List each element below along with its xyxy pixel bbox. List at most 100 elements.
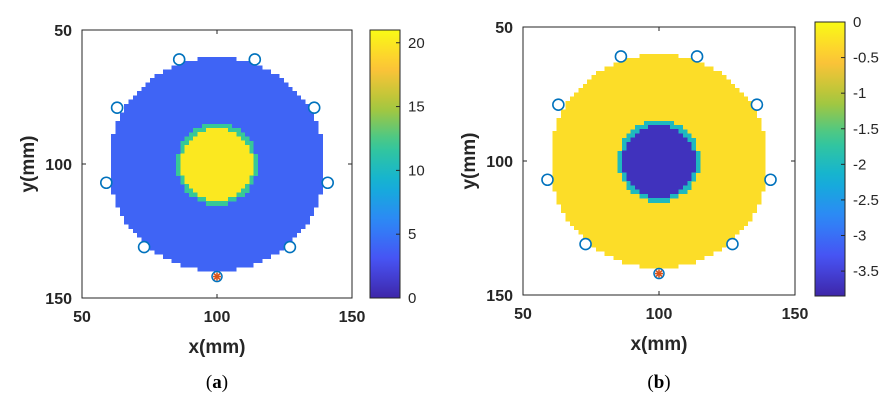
heatmap-row (556, 118, 762, 123)
heatmap-row (197, 132, 237, 137)
panel-label: b (654, 372, 665, 393)
colorbar-gradient (370, 30, 400, 298)
heatmap-row (643, 120, 675, 126)
heatmap-row (197, 266, 237, 272)
source-star (655, 269, 663, 278)
heatmap-row (635, 133, 683, 139)
sensor-marker (579, 237, 592, 251)
heatmap-row (184, 174, 250, 180)
panel-caption: (a) (206, 372, 228, 393)
heatmap-row (180, 262, 254, 268)
heatmap-row (626, 171, 692, 177)
sensor-marker (137, 240, 151, 254)
heatmap-row (180, 153, 254, 159)
colorbar-tick-label: -3 (853, 228, 866, 245)
heatmap-row (124, 219, 310, 225)
heatmap-row (128, 224, 306, 229)
heatmap-row (565, 216, 753, 222)
heatmap-row (119, 116, 315, 122)
sensor-marker (614, 50, 628, 63)
colorbar-tick-label: 15 (408, 99, 425, 116)
heatmap-row (630, 180, 688, 186)
heatmap-row (171, 258, 263, 264)
colorbar-tick-label: -1 (853, 85, 866, 102)
colorbar-tick-label: 0 (408, 290, 416, 307)
heatmap-row (115, 121, 319, 126)
sensor-marker (541, 173, 554, 187)
heatmap-row (180, 162, 254, 167)
colorbar-gradient (815, 22, 845, 296)
heatmap-row (565, 100, 753, 106)
heatmap-row (565, 212, 753, 218)
heatmap-row (574, 225, 744, 231)
heatmap-row (193, 136, 241, 142)
heatmap-row (639, 129, 679, 134)
heatmap-row (569, 96, 749, 102)
heatmap-row (206, 200, 228, 206)
heatmap-row (197, 56, 237, 62)
colorbar-box (369, 29, 401, 299)
sensor-marker (690, 50, 704, 63)
panel-label: a (212, 372, 222, 393)
heatmap-row (206, 127, 228, 133)
heatmap-row (180, 61, 254, 66)
heatmap-row (124, 108, 310, 114)
colorbar-tick-label: -2.5 (853, 192, 879, 209)
heatmap-row (154, 73, 280, 79)
heatmap-row (561, 109, 757, 115)
heatmap-row (180, 170, 254, 176)
heatmap-row (587, 79, 731, 85)
y-tick-label: 100 (45, 157, 72, 174)
sensor-markers (541, 50, 777, 251)
sensor-marker (248, 53, 262, 66)
heatmap-row (630, 137, 688, 143)
colorbar-tick-label: -1.5 (853, 121, 879, 138)
sensor-marker (100, 176, 113, 190)
heatmap-row (137, 91, 297, 96)
heatmap-region (180, 127, 254, 202)
heatmap-row (206, 196, 228, 202)
heatmap-row (561, 208, 757, 213)
source-star (213, 272, 221, 281)
colorbar-tick-label: 5 (408, 226, 416, 243)
colorbar: 0 5 10 15 20 (369, 29, 425, 307)
x-axis-label: x(mm) (188, 337, 245, 358)
heatmap-row (193, 187, 241, 193)
heatmap-row (648, 124, 670, 130)
heatmap-row (604, 251, 714, 256)
heatmap-row (578, 88, 740, 93)
heatmap-row (154, 249, 280, 255)
colorbar: 0 -0.5 -1 -1.5 -2 -2.5 -3 -3.5 (814, 14, 879, 297)
heatmap-row (145, 82, 289, 88)
colorbar-tick-label: -0.5 (853, 50, 879, 67)
heatmap-row (635, 184, 683, 190)
heatmap-row (604, 66, 714, 72)
y-tick-label: 50 (495, 20, 513, 37)
panel-b: 50 100 15050100150x(mm)y(mm)0-0.5-1-1.5-2-… (459, 14, 879, 393)
heatmap-row (561, 203, 757, 209)
sensor-marker (110, 101, 124, 115)
sensor-marker (750, 98, 764, 112)
heatmap-row (184, 144, 250, 150)
heatmap-row (163, 254, 271, 259)
heatmap-row (622, 159, 696, 164)
heatmap-row (188, 140, 246, 146)
sensor-marker (764, 173, 777, 187)
heatmap-row (648, 197, 670, 203)
heatmap-row (613, 255, 705, 261)
heatmap-row (639, 189, 679, 194)
heatmap (111, 56, 323, 272)
heatmap-row (595, 246, 723, 252)
x-tick-label: 100 (204, 309, 231, 326)
heatmap-row (639, 53, 679, 59)
source-marker (653, 267, 665, 280)
heatmap-row (141, 236, 293, 242)
x-tick-label: 150 (339, 309, 366, 326)
heatmap-row (124, 103, 310, 109)
y-tick-label: 150 (486, 288, 513, 305)
heatmap-row (150, 245, 284, 251)
colorbar-box (814, 21, 846, 297)
heatmap-region (622, 124, 696, 199)
